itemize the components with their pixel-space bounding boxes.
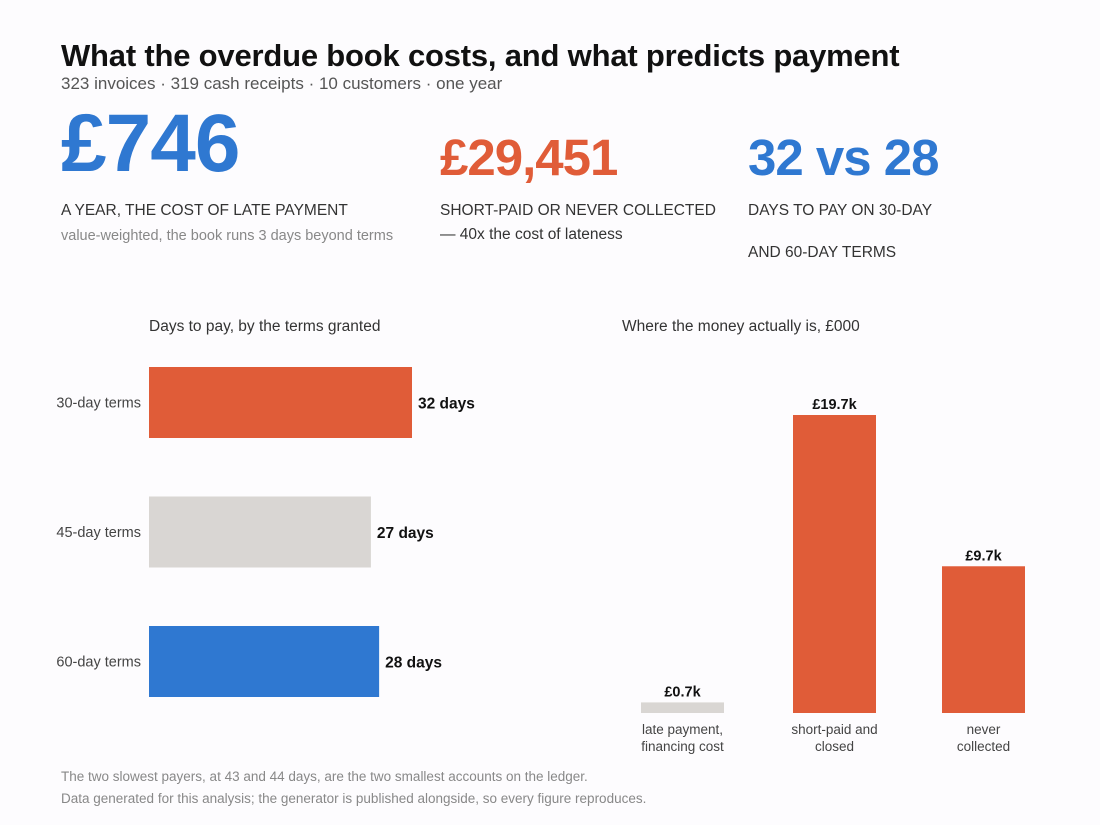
page-title: What the overdue book costs, and what pr… xyxy=(61,38,900,73)
kpi-value: £29,451 xyxy=(440,129,618,186)
bar-category-label: 45-day terms xyxy=(56,525,141,541)
column-data-label: £19.7k xyxy=(812,397,857,413)
kpi-label: DAYS TO PAY ON 30-DAY xyxy=(748,202,933,219)
column-0 xyxy=(641,702,724,713)
kpi-note: — 40x the cost of lateness xyxy=(440,226,623,243)
kpi-value: £746 xyxy=(61,98,240,189)
kpi-note: value-weighted, the book runs 3 days bey… xyxy=(61,228,394,244)
kpi-short-paid: £29,451 SHORT-PAID OR NEVER COLLECTED — … xyxy=(440,132,716,244)
kpi-late-payment-cost: £746 A YEAR, THE COST OF LATE PAYMENT va… xyxy=(61,98,394,245)
footnote-slow-payers: The two slowest payers, at 43 and 44 day… xyxy=(61,769,588,784)
bar-data-label: 27 days xyxy=(377,525,434,542)
footnote-data-source: Data generated for this analysis; the ge… xyxy=(61,791,647,806)
column-data-label: £0.7k xyxy=(664,684,701,700)
bar-chart-title: Days to pay, by the terms granted xyxy=(149,318,381,335)
kpi-days-to-pay: 32 vs 28 DAYS TO PAY ON 30-DAY AND 60-DA… xyxy=(748,129,940,267)
kpi-value: 32 vs 28 xyxy=(748,129,940,186)
kpi-label: SHORT-PAID OR NEVER COLLECTED xyxy=(440,202,716,219)
kpi-label: A YEAR, THE COST OF LATE PAYMENT xyxy=(61,202,348,219)
column-category-label: short-paid and xyxy=(791,722,877,737)
column-category-label: late payment, xyxy=(642,722,723,737)
bar-30-day-terms xyxy=(149,367,412,438)
bar-category-label: 30-day terms xyxy=(56,396,141,412)
column-category-label: closed xyxy=(815,739,854,754)
bar-data-label: 28 days xyxy=(385,655,442,672)
column-chart-title: Where the money actually is, £000 xyxy=(622,318,860,335)
bar-45-day-terms xyxy=(149,496,371,568)
bar-60-day-terms xyxy=(149,626,380,697)
bar-category-label: 60-day terms xyxy=(56,655,141,671)
column-1 xyxy=(793,415,876,713)
column-category-label: collected xyxy=(957,739,1010,754)
days-to-pay-chart: 30-day terms 32 days 45-day terms 27 days 60… xyxy=(56,367,475,697)
money-breakdown-chart: £0.7k late payment, financing cost £19.7k sh… xyxy=(641,397,1025,754)
bar-data-label: 32 days xyxy=(418,396,475,413)
column-category-label: financing cost xyxy=(641,739,724,754)
column-category-label: never xyxy=(967,722,1001,737)
column-data-label: £9.7k xyxy=(965,548,1002,564)
page-subtitle: 323 invoices · 319 cash receipts · 10 cu… xyxy=(61,74,503,93)
kpi-note: AND 60-DAY TERMS xyxy=(748,244,897,261)
column-2 xyxy=(942,566,1025,713)
